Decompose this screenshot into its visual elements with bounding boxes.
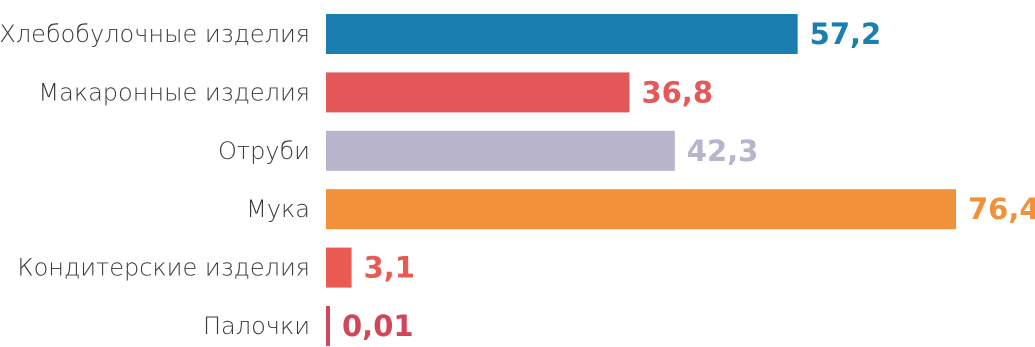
value-label: 0,01 (342, 309, 414, 343)
value-label: 42,3 (687, 134, 759, 168)
bar (326, 306, 330, 346)
value-label: 76,4 (968, 192, 1035, 226)
bar (326, 130, 675, 171)
category-label: Мука (246, 195, 310, 223)
category-label: Отруби (218, 137, 310, 165)
category-label: Палочки (203, 312, 310, 340)
bar (326, 72, 630, 113)
bar (326, 247, 352, 288)
bar (326, 189, 956, 230)
value-label: 57,2 (810, 17, 882, 51)
value-label: 36,8 (641, 75, 713, 109)
category-label: Хлебобулочные изделия (0, 20, 310, 48)
value-label: 3,1 (364, 251, 415, 285)
category-label: Макаронные изделия (38, 78, 310, 106)
bar (326, 14, 798, 54)
category-label: Кондитерские изделия (17, 254, 310, 282)
bars-layer: Хлебобулочные изделия 57,2 Макаронные изде… (0, 14, 1035, 346)
